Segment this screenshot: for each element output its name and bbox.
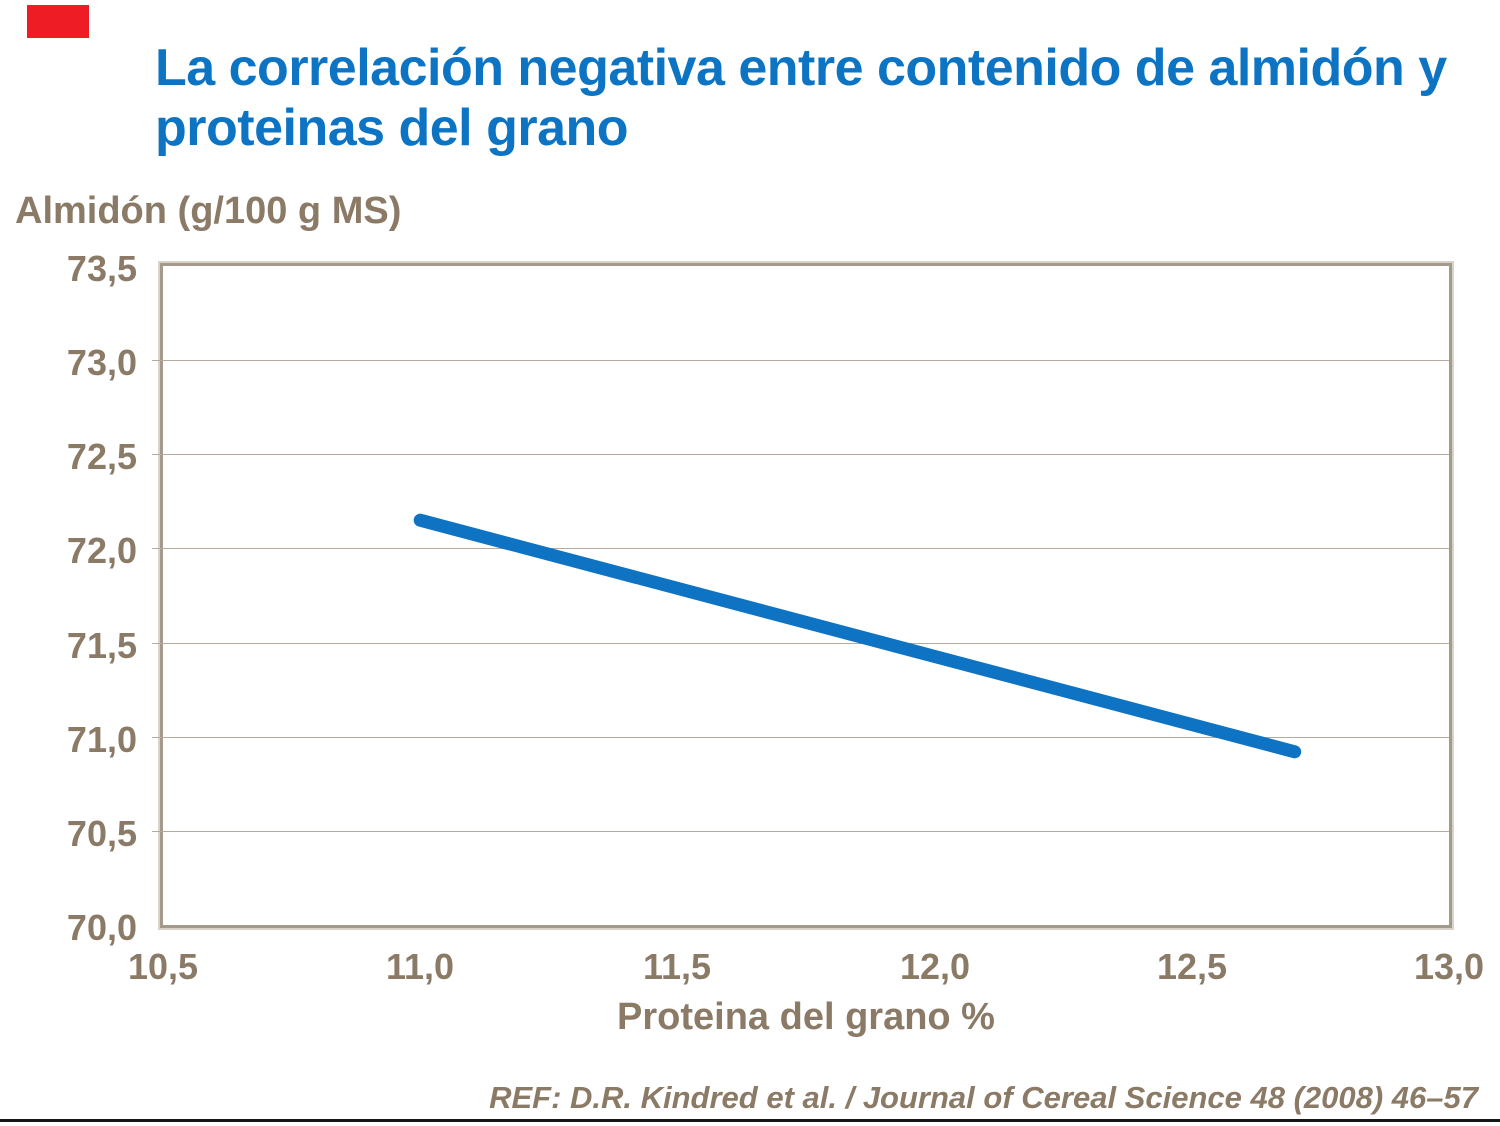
regression-line-chart <box>413 513 1302 759</box>
y-tick-label: 71,5 <box>66 625 137 666</box>
gridline-y-71.5 <box>152 643 1449 644</box>
plot-area <box>152 261 1454 930</box>
y-tick-label: 72,0 <box>66 530 137 571</box>
page-title: La correlación negativa entre contenido … <box>155 38 1465 158</box>
x-tick-label: 12,0 <box>899 946 971 987</box>
y-axis-title: Almidón (g/100 g MS) <box>15 190 402 232</box>
y-tick-label: 70,5 <box>66 813 137 854</box>
bottom-divider-line <box>0 1119 1500 1122</box>
x-tick-label: 11,0 <box>385 946 455 987</box>
y-tick-label: 70,0 <box>66 907 137 948</box>
gridline-y-72 <box>152 548 1449 549</box>
gridline-y-72.5 <box>152 454 1449 455</box>
x-tick-label: 13,0 <box>1413 946 1485 987</box>
y-tick-label: 72,5 <box>66 436 137 477</box>
gridline-y-71 <box>152 737 1449 738</box>
gridline-y-70.5 <box>152 831 1449 832</box>
y-tick-label: 71,0 <box>66 719 137 760</box>
x-axis-title: Proteina del grano % <box>617 996 995 1038</box>
page-title-line1: La correlación negativa entre contenido … <box>155 39 1447 97</box>
x-tick-label: 11,5 <box>642 946 712 987</box>
y-tick-label: 73,5 <box>66 248 137 289</box>
x-tick-label: 12,5 <box>1156 946 1228 987</box>
reference-citation: REF: D.R. Kindred et al. / Journal of Ce… <box>489 1080 1478 1115</box>
gridline-y-73 <box>152 360 1449 361</box>
page-title-line2: proteinas del grano <box>155 99 629 157</box>
x-tick-label: 10,5 <box>127 946 199 987</box>
red-accent-box <box>27 5 89 38</box>
regression-line <box>413 513 1302 759</box>
y-tick-label: 73,0 <box>66 342 137 383</box>
